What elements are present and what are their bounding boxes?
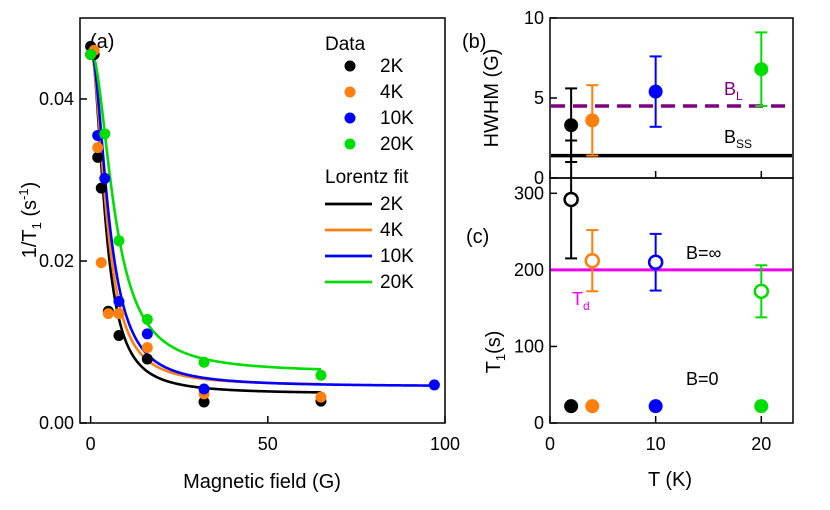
b-point-20K: [754, 62, 769, 77]
legend-label-2K: 2K: [380, 56, 404, 77]
legend-fit-title: Lorentz fit: [325, 167, 409, 188]
c-ytick-label: 0: [534, 413, 544, 433]
c-b-zero-annotation: B=0: [686, 369, 719, 389]
legend-marker-4K: [344, 86, 356, 98]
panel-a-frame: [79, 17, 446, 424]
a-ytick-label: 0.02: [39, 251, 74, 271]
c-open-point-4K: [584, 252, 601, 269]
data-point-4K: [95, 257, 107, 269]
b-ytick-label: 5: [534, 88, 544, 108]
data-point-2K: [92, 151, 104, 163]
data-point-10K: [99, 172, 111, 184]
data-point-4K: [141, 342, 153, 354]
b-ytick-label: 10: [524, 8, 544, 28]
data-point-10K: [113, 296, 125, 307]
panel-a-ylabel: 1/T1 (s-1): [16, 182, 44, 259]
legend-fit-label-20K: 20K: [380, 272, 414, 293]
legend-marker-20K: [344, 138, 356, 150]
data-point-4K: [315, 391, 327, 403]
c-filled-point-4K: [585, 399, 600, 414]
legend-marker-2K: [344, 60, 356, 72]
c-filled-point-2K: [564, 399, 579, 414]
legend-fit-label-4K: 4K: [380, 220, 404, 241]
legend-marker-10K: [344, 112, 356, 124]
data-point-20K: [315, 369, 327, 381]
legend-fit-label-2K: 2K: [380, 194, 404, 215]
data-point-20K: [99, 128, 111, 140]
c-ytick-label: 300: [514, 183, 544, 203]
c-open-point-20K: [753, 283, 770, 300]
c-filled-point-10K: [648, 399, 663, 414]
legend-fit-label-10K: 10K: [380, 246, 414, 267]
c-filled-point-20K: [754, 399, 769, 414]
data-point-4K: [92, 142, 104, 154]
data-point-4K: [113, 308, 125, 320]
c-open-point-10K: [647, 254, 664, 270]
b-ytick-label: 0: [534, 168, 544, 188]
legend-data-title: Data: [325, 34, 366, 55]
data-point-4K: [102, 308, 114, 320]
legend-label-4K: 4K: [380, 82, 404, 103]
panel-b-label: (b): [462, 31, 486, 53]
c-xtick-label: 10: [646, 434, 666, 454]
b-point-4K: [585, 113, 600, 128]
c-open-point-2K: [563, 191, 579, 208]
data-point-20K: [85, 48, 97, 60]
data-point-10K: [428, 379, 440, 391]
a-ytick-label: 0.04: [39, 89, 74, 109]
fit-line-4K: [89, 50, 321, 386]
panel-b-ylabel: HWHM (G): [481, 49, 503, 148]
panel-c-ylabel: T1(s): [483, 331, 508, 374]
b-bss-annotation: BSS: [724, 127, 752, 151]
c-xtick-label: 20: [751, 434, 771, 454]
legend-label-10K: 10K: [380, 108, 414, 129]
a-xtick-label: 50: [258, 434, 278, 454]
data-point-2K: [95, 182, 107, 194]
fit-line-2K: [89, 46, 321, 394]
data-point-2K: [141, 353, 153, 365]
c-b-inf-annotation: B=∞: [686, 243, 722, 263]
data-point-20K: [141, 313, 153, 325]
c-xtick-label: 0: [545, 434, 555, 454]
data-point-20K: [113, 235, 125, 247]
panel-c-frame: [549, 177, 794, 424]
a-xtick-label: 100: [430, 434, 460, 454]
data-point-20K: [198, 356, 210, 368]
data-point-10K: [141, 328, 153, 340]
panel-c-label: (c): [466, 226, 489, 248]
data-point-10K: [198, 383, 210, 395]
a-xtick-label: 0: [86, 434, 96, 454]
b-point-2K: [564, 118, 579, 133]
panel-a-xlabel: Magnetic field (G): [183, 471, 341, 493]
data-point-2K: [113, 330, 125, 342]
b-point-10K: [648, 84, 663, 99]
panel-c-xlabel: T (K): [648, 469, 692, 491]
legend-label-20K: 20K: [380, 134, 414, 155]
c-td-annotation: Td: [572, 289, 590, 313]
b-bl-annotation: BL: [724, 79, 743, 103]
c-ytick-label: 100: [514, 336, 544, 356]
c-ytick-label: 200: [514, 260, 544, 280]
a-ytick-label: 0.00: [39, 413, 74, 433]
data-point-2K: [198, 396, 210, 408]
